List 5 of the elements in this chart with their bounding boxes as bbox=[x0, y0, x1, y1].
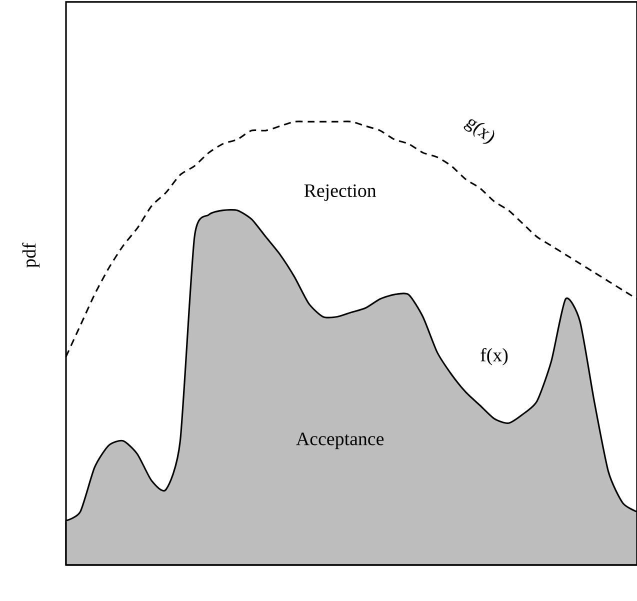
annotation: Rejection bbox=[304, 184, 376, 201]
annotation: Acceptance bbox=[296, 432, 384, 450]
series-label: f(x) bbox=[480, 348, 508, 366]
text: g(x) bbox=[464, 119, 494, 144]
y-axis-title: pdf bbox=[22, 242, 40, 268]
